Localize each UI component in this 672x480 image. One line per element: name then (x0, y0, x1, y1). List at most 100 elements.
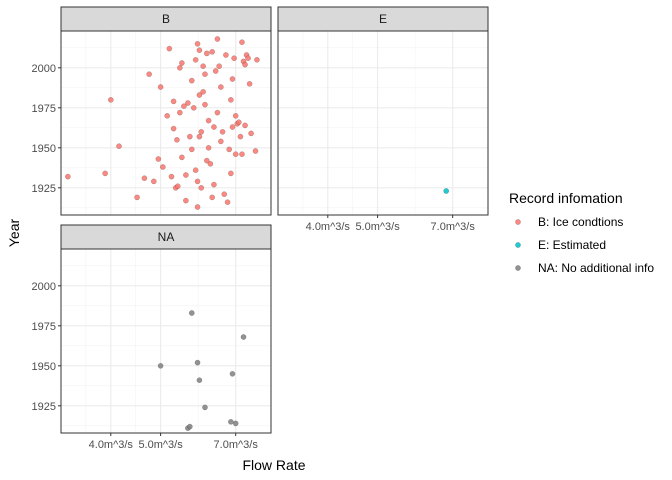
data-point (194, 178, 201, 185)
data-point (116, 143, 122, 149)
legend: Record infomation B: Ice condtions E: Est… (509, 190, 654, 277)
legend-key-na (515, 265, 521, 271)
data-point (218, 84, 224, 90)
x-tick-label: 4.0m^3/s (306, 221, 351, 233)
data-point (221, 191, 228, 197)
data-point (107, 97, 114, 103)
data-point (203, 157, 210, 164)
data-point (65, 173, 71, 180)
data-point (232, 113, 239, 119)
data-point (190, 105, 197, 111)
data-point (188, 146, 195, 153)
data-point (164, 113, 170, 119)
data-point (219, 128, 226, 135)
data-point (218, 138, 224, 145)
data-point (203, 50, 210, 57)
data-point (157, 362, 164, 369)
data-point (252, 148, 259, 154)
data-point (245, 55, 251, 62)
data-point (196, 133, 203, 140)
x-tick-label: 4.0m^3/s (89, 439, 134, 451)
data-point (232, 151, 239, 157)
data-point (177, 65, 183, 71)
data-point (141, 175, 148, 181)
facet-panel-e: E 4.0m^3/s 5.0m^3/s 7.0m^3/s (277, 6, 489, 233)
data-point (200, 89, 206, 95)
data-point (216, 63, 222, 69)
data-point (226, 146, 233, 153)
facet-strip-bg (277, 6, 489, 32)
data-point (160, 164, 166, 170)
data-point (242, 122, 248, 129)
data-point (170, 98, 177, 105)
data-point (207, 160, 214, 167)
facet-strip-label: E (379, 12, 387, 26)
data-point (229, 76, 236, 82)
data-point (211, 124, 217, 130)
data-point (239, 39, 245, 46)
x-axis-title: Flow Rate (242, 457, 305, 473)
facet-panel-na: NA 1925 1950 1975 2000 4.0m^3/s 5.0m^3/s 7.0m^3… (32, 224, 272, 451)
y-tick-label: 1975 (32, 103, 56, 115)
y-tick-label: 1975 (32, 321, 56, 333)
data-point (248, 130, 254, 137)
data-point (179, 154, 185, 161)
data-point (242, 61, 248, 68)
data-point (205, 144, 212, 151)
data-point (170, 125, 177, 132)
x-tick-label: 7.0m^3/s (214, 439, 259, 451)
data-point (181, 103, 187, 109)
data-point (236, 119, 242, 125)
panel-border (60, 30, 272, 216)
facet-panel-b: B 1925 1950 1975 2000 (32, 6, 272, 216)
legend-key-b (515, 219, 521, 225)
facet-strip-bg (60, 6, 272, 32)
data-point (185, 100, 191, 106)
data-point (198, 184, 205, 191)
data-point (232, 420, 239, 427)
data-point (183, 197, 189, 204)
facet-panels: B 1925 1950 1975 2000 E 4.0m^3/s 5.0m^3/s 7.0m^3… (32, 6, 489, 451)
facet-strip-label: NA (158, 230, 175, 244)
facet-strip-bg (60, 224, 272, 250)
data-point (194, 359, 201, 366)
data-point (183, 172, 189, 178)
data-point (223, 52, 229, 58)
data-point (188, 310, 195, 316)
legend-key-e (515, 242, 521, 248)
x-tick-label: 7.0m^3/s (431, 221, 476, 233)
data-point (202, 101, 208, 108)
data-point (196, 47, 203, 54)
data-point (254, 57, 260, 63)
data-point (224, 199, 231, 205)
y-tick-label: 2000 (32, 281, 56, 293)
data-point (198, 128, 205, 135)
data-point (192, 167, 199, 173)
data-point (196, 377, 203, 384)
facet-strip-label: B (162, 12, 170, 26)
data-point (209, 49, 215, 55)
data-point (188, 77, 195, 84)
data-point (237, 133, 244, 140)
y-tick-label: 2000 (32, 63, 56, 75)
legend-label: E: Estimated (538, 238, 606, 252)
data-point (202, 71, 208, 77)
y-tick-label: 1950 (32, 143, 56, 155)
data-point (240, 334, 247, 340)
data-point (246, 81, 253, 87)
data-point (212, 68, 219, 74)
data-point (187, 133, 193, 140)
y-tick-label: 1925 (32, 401, 56, 413)
data-point (214, 36, 221, 42)
legend-entries: B: Ice condtions E: Estimated NA: No addit… (509, 213, 654, 277)
data-point (134, 194, 140, 201)
data-point (228, 170, 234, 177)
data-point (211, 181, 217, 188)
data-point (209, 194, 215, 201)
data-point (214, 109, 221, 116)
y-tick-label: 1925 (32, 183, 56, 195)
data-point (231, 55, 237, 62)
data-point (102, 170, 108, 177)
data-point (187, 423, 193, 430)
